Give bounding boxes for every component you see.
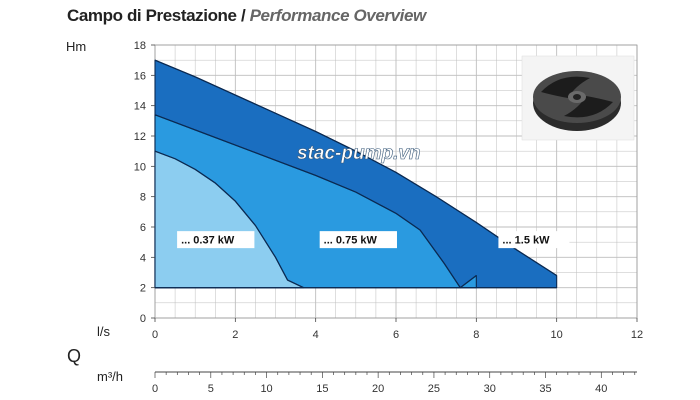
curve-label-box [498, 231, 570, 249]
secondary-x-tick-label: 0 [152, 383, 158, 395]
y-tick-label: 4 [140, 252, 146, 264]
secondary-x-tick-label: 5 [208, 383, 214, 395]
x-tick-label: 0 [152, 329, 158, 341]
curve-labels: ... 0.37 kW ... 0.75 kW ... 1.5 kW [177, 231, 570, 249]
curve-label-075kw: ... 0.75 kW [319, 231, 397, 249]
chart-title-main: Campo di Prestazione [67, 6, 237, 25]
curve-label-box [177, 231, 255, 249]
x-tick-label: 10 [551, 329, 563, 341]
curve-label-box [319, 231, 397, 249]
secondary-x-tick-label: 40 [595, 383, 607, 395]
x-tick-label: 4 [313, 329, 319, 341]
pump-impeller-image [521, 55, 635, 141]
secondary-x-axis-label: m³/h [97, 369, 123, 384]
y-tick-label: 14 [134, 101, 146, 113]
y-tick-label: 12 [134, 131, 146, 143]
curve-label-15kw: ... 1.5 kW [498, 231, 570, 249]
secondary-x-tick-label: 25 [428, 383, 440, 395]
curve-label-text: ... 0.75 kW [324, 235, 378, 247]
watermark: stac-pump.vn [297, 143, 421, 164]
y-tick-label: 18 [134, 40, 146, 52]
axes: 0 2 4 6 8 10 12 14 16 18 0 2 4 6 8 10 12 0 5 10 15 20 25 30 35 40 [134, 40, 643, 395]
x-tick-label: 6 [393, 329, 399, 341]
y-tick-label: 8 [140, 192, 146, 204]
y-tick-label: 10 [134, 161, 146, 173]
chart-title-separator: / [240, 6, 246, 25]
y-axis-label: Hm [66, 39, 86, 54]
secondary-x-tick-label: 30 [484, 383, 496, 395]
curve-label-text: ... 0.37 kW [181, 235, 235, 247]
secondary-x-tick-label: 10 [260, 383, 272, 395]
chart-title: Campo di Prestazione / Performance Overv… [67, 6, 426, 30]
y-tick-label: 16 [134, 70, 146, 82]
x-tick-label: 12 [631, 329, 643, 341]
y-tick-label: 0 [140, 313, 146, 325]
curve-label-text: ... 1.5 kW [502, 235, 550, 247]
x-tick-label: 2 [232, 329, 238, 341]
secondary-x-tick-label: 20 [372, 383, 384, 395]
y-tick-label: 2 [140, 283, 146, 295]
y-tick-label: 6 [140, 222, 146, 234]
curve-label-037kw: ... 0.37 kW [177, 231, 255, 249]
x-tick-label: 8 [473, 329, 479, 341]
secondary-x-tick-label: 15 [316, 383, 328, 395]
x-axis-label: l/s [97, 324, 111, 339]
curve-line [154, 150, 304, 289]
secondary-x-tick-label: 35 [539, 383, 551, 395]
chart-subtitle: Performance Overview [249, 6, 427, 25]
curve-line [154, 114, 477, 289]
q-symbol: Q [67, 346, 81, 366]
curve-line [154, 59, 557, 277]
